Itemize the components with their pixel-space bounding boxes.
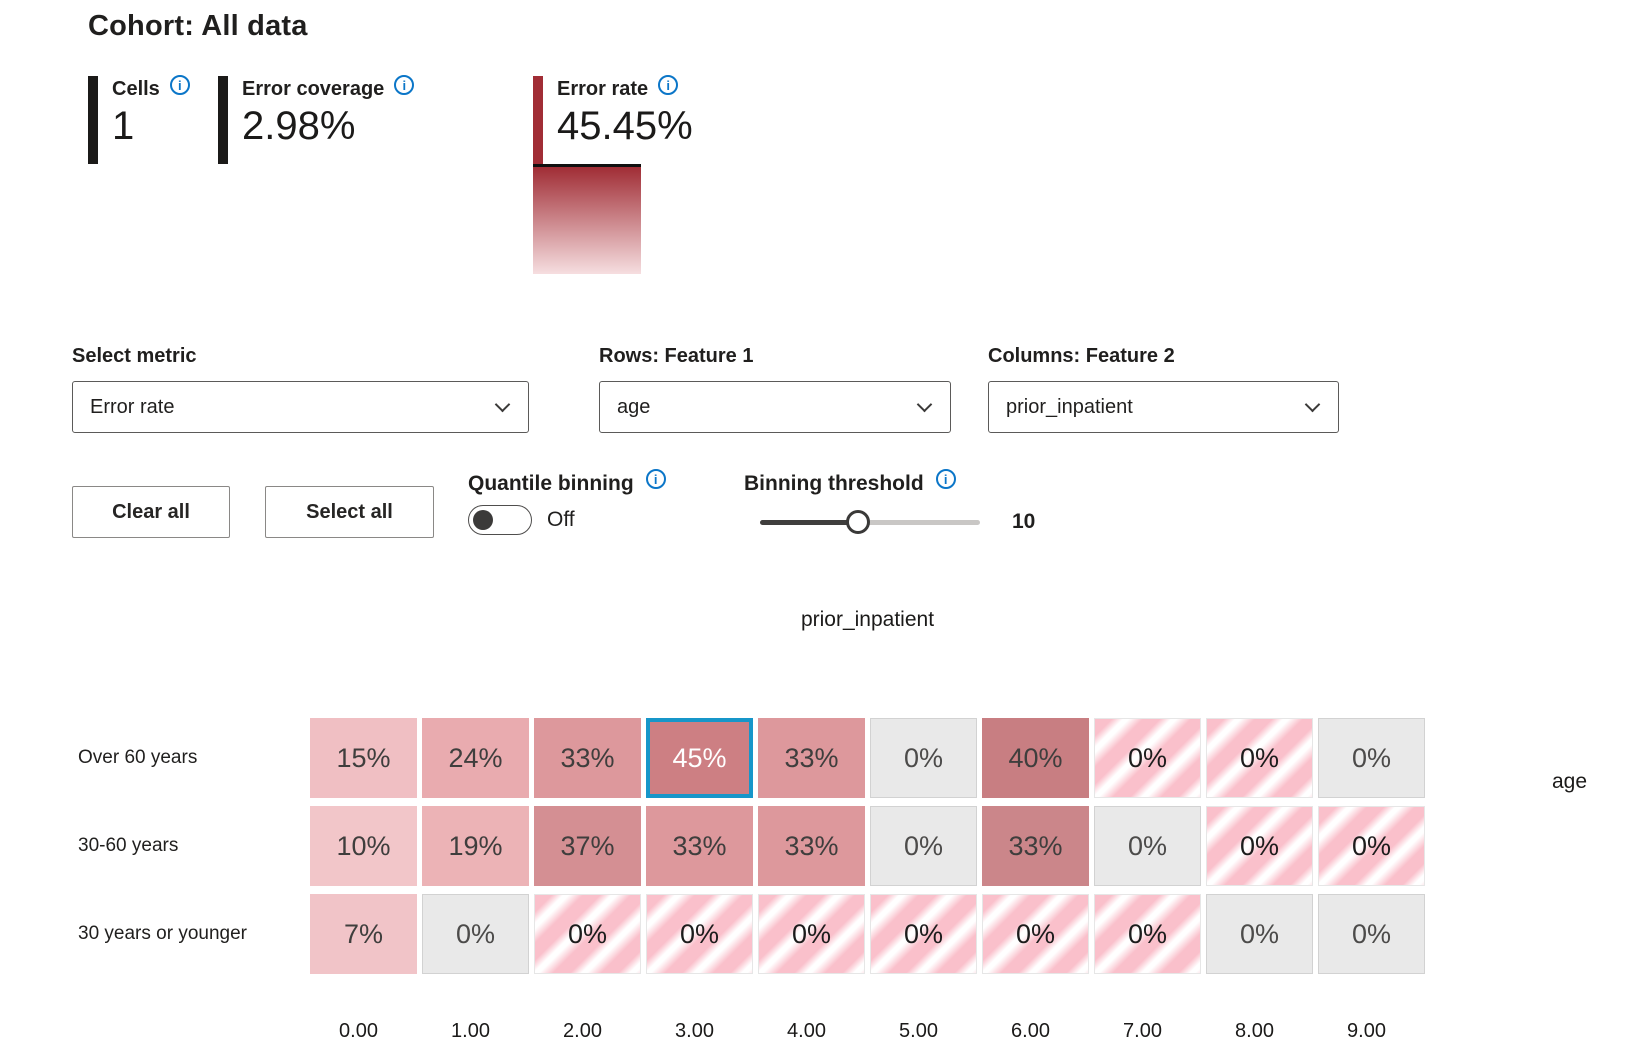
heatmap-row: 30-60 years 10% 19% 37% 33% 33% 0% 33% 0% 0% 0% <box>78 806 1425 886</box>
chevron-down-icon <box>1304 396 1321 412</box>
columns-feature-value: prior_inpatient <box>1006 395 1133 418</box>
heatmap-cell[interactable]: 0% <box>1206 894 1313 974</box>
heatmap-column-label: 1.00 <box>451 1020 490 1042</box>
toggle-knob-icon <box>473 510 493 530</box>
heatmap-column-label: 7.00 <box>1123 1020 1162 1042</box>
heatmap-cell[interactable]: 37% <box>534 806 641 886</box>
metric-accent-bar <box>533 76 543 164</box>
heatmap-row: Over 60 years 15% 24% 33% 45% 33% 0% 40% 0% 0% 0% <box>78 718 1425 798</box>
heatmap-cell[interactable]: 33% <box>758 806 865 886</box>
select-metric-field: Select metric Error rate <box>72 345 529 433</box>
select-all-button[interactable]: Select all <box>265 486 434 538</box>
heatmap-cell[interactable]: 0% <box>1094 718 1201 798</box>
info-icon[interactable]: i <box>169 75 190 95</box>
heatmap-cell[interactable]: 0% <box>1206 718 1313 798</box>
select-metric-dropdown[interactable]: Error rate <box>72 381 529 433</box>
heatmap-column-label: 5.00 <box>899 1020 938 1042</box>
heatmap-cell[interactable]: 24% <box>422 718 529 798</box>
heatmap-column-label: 9.00 <box>1347 1020 1386 1042</box>
columns-feature-field: Columns: Feature 2 prior_inpatient <box>988 345 1339 433</box>
heatmap-column-label: 8.00 <box>1235 1020 1274 1042</box>
heatmap-cell[interactable]: 33% <box>534 718 641 798</box>
heatmap-column-label: 3.00 <box>675 1020 714 1042</box>
heatmap-row-label: Over 60 years <box>78 747 198 768</box>
heatmap-column-label: 4.00 <box>787 1020 826 1042</box>
metric-accent-bar <box>218 76 228 164</box>
heatmap-cell[interactable]: 33% <box>758 718 865 798</box>
metric-label-error-rate: Error rate <box>557 78 649 100</box>
info-icon[interactable]: i <box>935 469 956 489</box>
columns-feature-label: Columns: Feature 2 <box>988 345 1175 367</box>
chevron-down-icon <box>916 396 933 412</box>
heatmap-column-axis-title: prior_inpatient <box>800 608 935 631</box>
info-icon[interactable]: i <box>394 75 415 95</box>
metric-value-error-coverage: 2.98% <box>242 104 356 148</box>
heatmap-row-label: 30 years or younger <box>78 923 247 944</box>
heatmap-column-labels: 0.00 1.00 2.00 3.00 4.00 5.00 6.00 7.00 8.00 9.00 <box>305 1020 1425 1043</box>
rows-feature-value: age <box>617 395 651 418</box>
metric-tile-cells: Cells i 1 <box>88 75 190 164</box>
heatmap-cell[interactable]: 40% <box>982 718 1089 798</box>
metric-tile-error-coverage: Error coverage i 2.98% <box>218 75 415 164</box>
info-icon[interactable]: i <box>658 75 679 95</box>
rows-feature-label: Rows: Feature 1 <box>599 345 754 367</box>
binning-threshold-group: Binning threshold i 10 <box>744 469 1036 534</box>
heatmap-grid: Over 60 years 15% 24% 33% 45% 33% 0% 40% 0% 0% 0% 3… <box>78 718 1425 1043</box>
heatmap-row-label: 30-60 years <box>78 835 179 856</box>
heatmap-row-axis-title: age <box>1552 770 1588 793</box>
heatmap-cell[interactable]: 33% <box>646 806 753 886</box>
error-rate-gradient-legend <box>533 164 641 274</box>
heatmap-cell[interactable]: 0% <box>870 806 977 886</box>
heatmap-cell[interactable]: 0% <box>1318 806 1425 886</box>
chevron-down-icon <box>494 396 511 412</box>
heatmap-cell[interactable]: 0% <box>1206 806 1313 886</box>
heatmap-cell[interactable]: 7% <box>310 894 417 974</box>
heatmap-cell[interactable]: 0% <box>1318 718 1425 798</box>
binning-threshold-slider[interactable] <box>760 510 980 534</box>
select-metric-value: Error rate <box>90 395 175 418</box>
binning-threshold-value: 10 <box>1012 510 1036 533</box>
metric-accent-bar <box>88 76 98 164</box>
heatmap-cell[interactable]: 19% <box>422 806 529 886</box>
heatmap-column-label: 2.00 <box>563 1020 602 1042</box>
quantile-binning-label: Quantile binning <box>468 472 634 495</box>
heatmap-cell[interactable]: 0% <box>870 894 977 974</box>
rows-feature-dropdown[interactable]: age <box>599 381 951 433</box>
quantile-binning-toggle[interactable] <box>468 505 532 535</box>
heatmap-cell-selected[interactable]: 45% <box>646 718 753 798</box>
cohort-title: Cohort: All data <box>88 10 308 42</box>
binning-threshold-label: Binning threshold <box>744 472 924 495</box>
heatmap-cell[interactable]: 0% <box>758 894 865 974</box>
info-icon[interactable]: i <box>645 469 666 489</box>
heatmap-cell[interactable]: 0% <box>1094 806 1201 886</box>
heatmap-cell[interactable]: 0% <box>1094 894 1201 974</box>
heatmap-cell[interactable]: 0% <box>1318 894 1425 974</box>
clear-all-button[interactable]: Clear all <box>72 486 230 538</box>
slider-track-unfilled <box>858 520 980 525</box>
slider-track-filled <box>760 520 858 525</box>
heatmap-cell[interactable]: 15% <box>310 718 417 798</box>
metric-label-error-coverage: Error coverage <box>242 78 385 100</box>
metric-tile-error-rate: Error rate i 45.45% <box>533 75 693 164</box>
heatmap-column-label: 0.00 <box>339 1020 378 1042</box>
metric-label-cells: Cells <box>112 78 160 100</box>
heatmap-cell[interactable]: 0% <box>982 894 1089 974</box>
rows-feature-field: Rows: Feature 1 age <box>599 345 951 433</box>
heatmap-cell[interactable]: 0% <box>870 718 977 798</box>
heatmap-cell[interactable]: 0% <box>646 894 753 974</box>
columns-feature-dropdown[interactable]: prior_inpatient <box>988 381 1339 433</box>
heatmap-cell[interactable]: 0% <box>422 894 529 974</box>
heatmap-cell[interactable]: 10% <box>310 806 417 886</box>
metric-value-error-rate: 45.45% <box>557 104 693 148</box>
heatmap-column-label: 6.00 <box>1011 1020 1050 1042</box>
select-metric-label: Select metric <box>72 345 197 367</box>
slider-thumb[interactable] <box>846 510 870 534</box>
heatmap-cell[interactable]: 33% <box>982 806 1089 886</box>
quantile-binning-state: Off <box>547 508 575 531</box>
heatmap-row: 30 years or younger 7% 0% 0% 0% 0% 0% 0% 0% 0% 0% <box>78 894 1425 974</box>
metric-value-cells: 1 <box>112 104 135 148</box>
quantile-binning-group: Quantile binning i Off <box>468 469 666 535</box>
heatmap-cell[interactable]: 0% <box>534 894 641 974</box>
